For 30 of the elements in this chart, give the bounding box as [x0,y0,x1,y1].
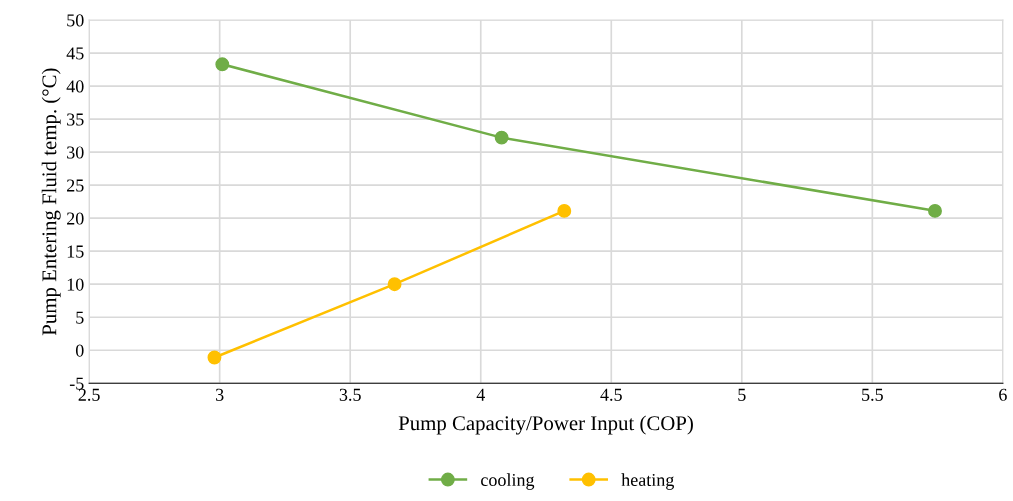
y-tick-label: 30 [67,146,84,159]
x-tick-label: 6 [999,388,1007,401]
y-tick-label: 45 [66,47,84,60]
point [387,277,402,292]
x-tick-label: 2.5 [78,388,100,401]
y-tick-label: 20 [67,212,84,225]
x-tick-label: 4.5 [600,388,622,401]
point [494,130,509,145]
point [557,203,572,218]
y-tick-label: -5 [69,377,84,390]
x-tick-label: 4 [476,388,485,401]
legend-label: cooling [481,473,535,490]
legend-label: heating [621,473,674,490]
y-tick-label: 5 [76,311,84,324]
y-tick-label: 15 [67,245,84,258]
point [207,350,222,365]
y-tick-label: 25 [67,179,84,192]
y-tick-label: 50 [67,14,84,27]
y-tick-label: 40 [66,80,84,93]
y-tick-label: 10 [67,278,84,291]
y-tick-label: 35 [67,113,84,126]
x-tick-label: 5.5 [862,388,883,401]
point [928,203,942,218]
x-tick-label: 3.5 [339,388,361,401]
y-tick-label: 0 [75,344,84,357]
point [215,57,230,72]
y-axis-title: Pump Entering Fluid temp. (°C) [41,68,61,336]
x-axis-title: Pump Capacity/Power Input (COP) [398,415,693,435]
x-tick-label: 3 [216,388,224,401]
x-tick-label: 5 [738,388,746,401]
